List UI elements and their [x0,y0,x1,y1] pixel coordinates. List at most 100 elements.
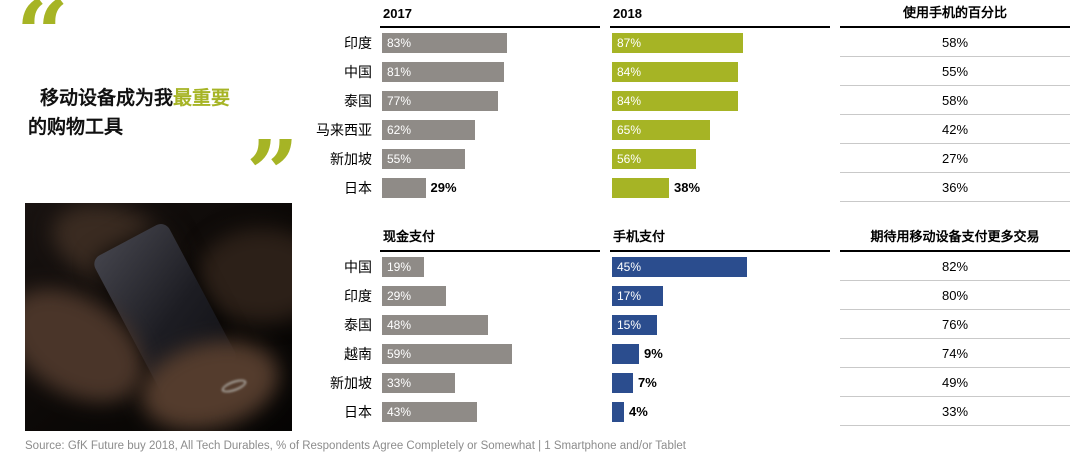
bar-value: 17% [617,288,642,303]
bar-value: 4% [629,404,648,419]
column-header-2017: 2017 [380,6,600,28]
bar-2018-cell: 56% [610,148,840,169]
country-label: 日本 [344,179,372,196]
bar-2017: 81% [382,61,504,82]
bar-2017-cell: 55% [380,148,610,169]
bar-2018-cell: 84% [610,90,840,111]
table-value: 36% [840,173,1070,202]
bar-2017-cell: 29% [380,177,610,198]
country-label: 马来西亚 [316,121,372,138]
bar-mobile [612,343,639,364]
table-row: 中国 81% 84% 55% [310,57,1070,86]
quote-line-2: 的购物工具 [28,117,124,139]
bar-mobile-cell: 45% [610,256,840,277]
usage-chart-header-row: 2017 2018 使用手机的百分比 [310,0,1070,28]
bar-cash-cell: 43% [380,401,610,422]
bar-2017: 62% [382,119,475,140]
bar-2017-cell: 77% [380,90,610,111]
bar-value: 43% [387,404,412,419]
table-row: 泰国 48% 15% 76% [310,310,1070,339]
bar-2018-cell: 87% [610,32,840,53]
bar-cash: 48% [382,314,488,335]
photo-finger-shape [197,228,292,323]
bar-mobile: 17% [612,285,663,306]
bar-value: 81% [387,64,412,79]
country-label: 越南 [344,345,372,362]
table-row: 印度 83% 87% 58% [310,28,1070,57]
bar-value: 84% [617,93,642,108]
country-label: 日本 [344,403,372,420]
bar-value: 48% [387,317,412,332]
bar-value: 45% [617,259,642,274]
bar-mobile: 15% [612,314,657,335]
table-row: 中国 19% 45% 82% [310,252,1070,281]
bar-cash-cell: 33% [380,372,610,393]
country-label: 新加坡 [330,374,372,391]
quote-line-1-text: 移动设备成为我 [40,88,174,109]
bar-cash: 43% [382,401,477,422]
table-value: 82% [840,252,1070,281]
bar-2018: 56% [612,148,696,169]
bar-value: 65% [617,122,642,137]
country-label: 中国 [344,63,372,80]
bar-2018: 87% [612,32,743,53]
table-value: 42% [840,115,1070,144]
payment-chart-header-row: 现金支付 手机支付 期待用移动设备支付更多交易 [310,224,1070,252]
quote-line-1: 移动设备成为我最重要 [28,84,308,113]
bar-value: 33% [387,375,412,390]
bar-mobile-cell: 17% [610,285,840,306]
table-value: 58% [840,28,1070,57]
bar-2018: 84% [612,90,738,111]
bar-value: 15% [617,317,642,332]
table-value: 80% [840,281,1070,310]
bar-2018-cell: 84% [610,61,840,82]
country-label: 中国 [344,258,372,275]
bar-value: 87% [617,35,642,50]
bar-value: 7% [638,375,657,390]
bar-mobile: 45% [612,256,747,277]
photo-hands-holding-phone [25,203,292,431]
bar-value: 55% [387,151,412,166]
bar-mobile-cell: 15% [610,314,840,335]
bar-cash-cell: 48% [380,314,610,335]
country-label: 印度 [344,34,372,51]
bar-2018: 65% [612,119,710,140]
bar-2018: 84% [612,61,738,82]
bar-2017: 83% [382,32,507,53]
bar-value: 83% [387,35,412,50]
country-label: 新加坡 [330,150,372,167]
column-header-expect-mobile: 期待用移动设备支付更多交易 [840,226,1070,252]
bar-value: 84% [617,64,642,79]
table-value: 76% [840,310,1070,339]
table-value: 58% [840,86,1070,115]
payment-chart: 现金支付 手机支付 期待用移动设备支付更多交易 中国 19% 45% 82% 印… [310,224,1070,426]
column-header-cash: 现金支付 [380,226,600,252]
bar-2018-cell: 65% [610,119,840,140]
table-row: 越南 59% 9% 74% [310,339,1070,368]
bar-cash-cell: 29% [380,285,610,306]
bar-value: 62% [387,122,412,137]
bar-value: 9% [644,346,663,361]
table-row: 泰国 77% 84% 58% [310,86,1070,115]
bar-cash-cell: 19% [380,256,610,277]
bar-2017-cell: 83% [380,32,610,53]
bar-cash: 19% [382,256,424,277]
column-header-mobile-pay: 手机支付 [610,226,830,252]
quote-text: 移动设备成为我最重要 的购物工具 [28,84,308,143]
table-value: 74% [840,339,1070,368]
bar-2018-cell: 38% [610,177,840,198]
country-label: 泰国 [344,316,372,333]
table-row: 新加坡 33% 7% 49% [310,368,1070,397]
country-label: 印度 [344,287,372,304]
table-value: 49% [840,368,1070,397]
table-row: 马来西亚 62% 65% 42% [310,115,1070,144]
table-value: 27% [840,144,1070,173]
bar-mobile-cell: 7% [610,372,840,393]
table-row: 日本 29% 38% 36% [310,173,1070,202]
bar-value: 38% [674,180,701,195]
bar-mobile [612,372,633,393]
quote-highlight: 最重要 [173,88,231,109]
bar-cash: 59% [382,343,512,364]
bar-2017: 55% [382,148,465,169]
bar-value: 19% [387,259,412,274]
